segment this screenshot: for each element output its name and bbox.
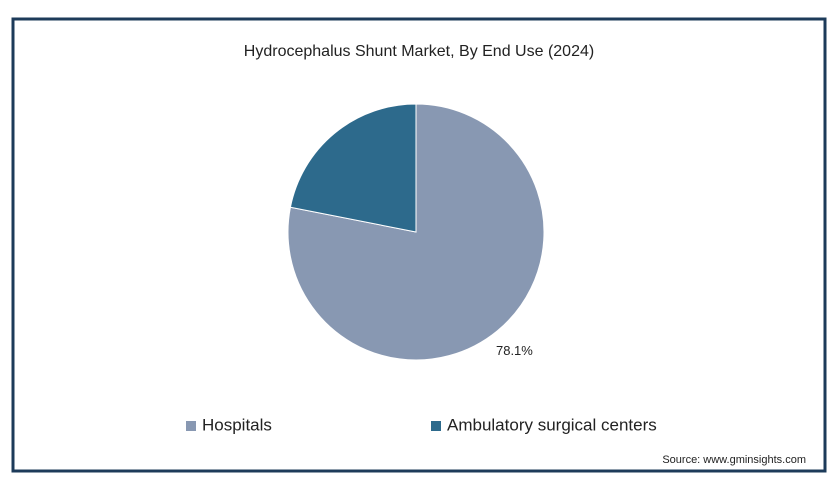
legend-label: Hospitals — [202, 415, 272, 434]
source: Source: www.gminsights.com — [662, 454, 806, 466]
legend-label: Ambulatory surgical centers — [447, 415, 657, 434]
legend-swatch — [186, 421, 196, 431]
legend-swatch — [431, 421, 441, 431]
pie-slice — [289, 103, 417, 233]
data-label: 78.1% — [496, 343, 533, 358]
chart-title: Hydrocephalus Shunt Market, By End Use (… — [244, 43, 594, 60]
